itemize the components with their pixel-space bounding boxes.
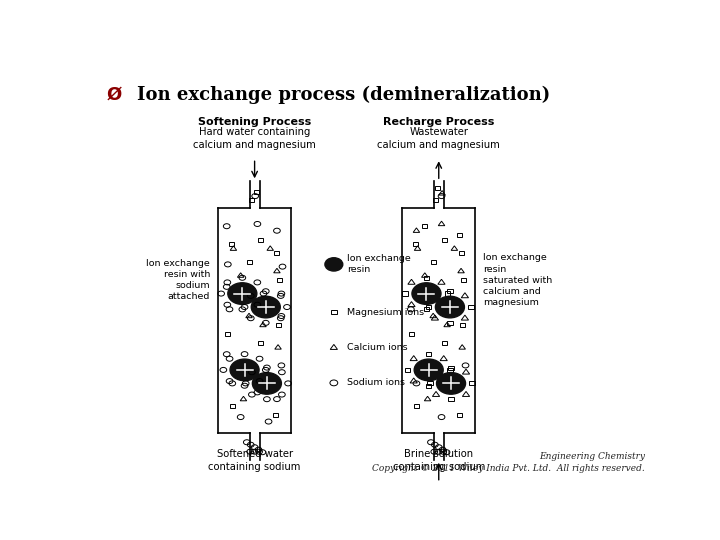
Text: Ion exchange
resin with
sodium
attached: Ion exchange resin with sodium attached <box>146 259 210 301</box>
Text: Recharge Process: Recharge Process <box>383 117 495 127</box>
Text: Calcium ions: Calcium ions <box>347 343 408 352</box>
Text: Hard water containing
calcium and magnesium: Hard water containing calcium and magnes… <box>193 127 316 150</box>
Text: Sodium ions: Sodium ions <box>347 379 405 387</box>
Circle shape <box>325 258 343 271</box>
Circle shape <box>412 283 441 305</box>
Circle shape <box>228 283 257 305</box>
Circle shape <box>414 359 444 381</box>
Circle shape <box>251 296 280 318</box>
Text: Magnesium ions: Magnesium ions <box>347 308 424 316</box>
Text: Brine solution
containing sodium: Brine solution containing sodium <box>392 449 485 472</box>
Text: Ion exchange process (demineralization): Ion exchange process (demineralization) <box>138 85 551 104</box>
Circle shape <box>436 296 464 318</box>
Text: Ion exchange
resin
saturated with
calcium and
magnesium: Ion exchange resin saturated with calciu… <box>483 253 553 307</box>
Text: Ø: Ø <box>107 85 122 104</box>
Circle shape <box>253 373 282 394</box>
Text: Ion exchange
resin: Ion exchange resin <box>347 254 410 274</box>
Text: Softening Process: Softening Process <box>198 117 311 127</box>
Text: Wastewater
calcium and magnesium: Wastewater calcium and magnesium <box>377 127 500 150</box>
Text: Engineering Chemistry
Copyright © 2011 Wiley India Pvt. Ltd.  All rights reserve: Engineering Chemistry Copyright © 2011 W… <box>372 453 645 473</box>
Circle shape <box>230 359 259 381</box>
Text: Softened water
containing sodium: Softened water containing sodium <box>208 449 301 472</box>
Circle shape <box>436 373 466 394</box>
